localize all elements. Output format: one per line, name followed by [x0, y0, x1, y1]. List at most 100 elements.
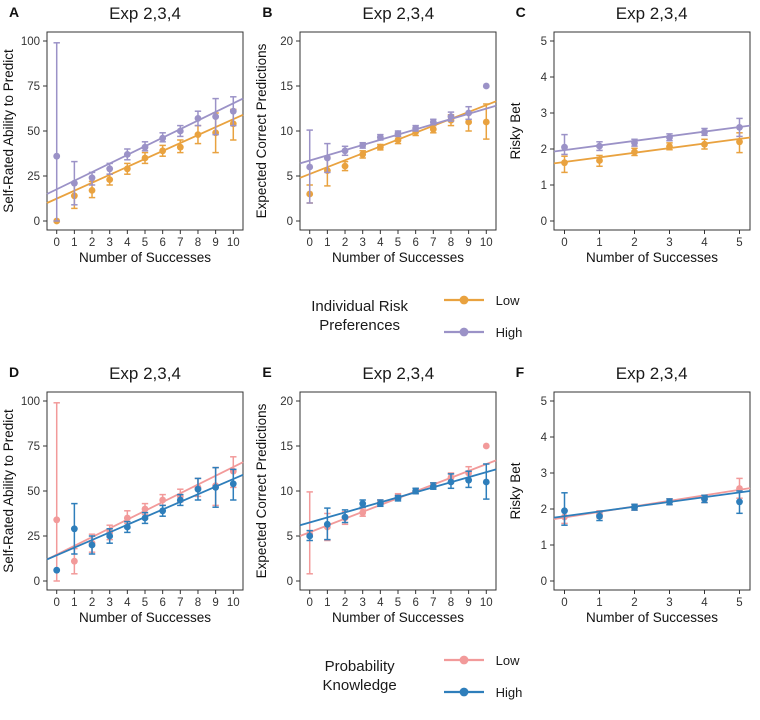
legend-title-risk: Individual Risk Preferences	[311, 297, 408, 335]
svg-text:0: 0	[307, 237, 313, 249]
svg-text:25: 25	[27, 171, 40, 183]
svg-text:2: 2	[342, 237, 348, 249]
legend-items-probability: Low High	[442, 652, 523, 700]
svg-text:15: 15	[281, 81, 294, 93]
svg-text:0: 0	[54, 237, 60, 249]
svg-text:3: 3	[540, 468, 546, 480]
svg-text:5: 5	[287, 171, 293, 183]
series-low	[553, 132, 750, 174]
svg-text:75: 75	[27, 81, 40, 93]
x-axis-label: Number of Successes	[586, 610, 718, 625]
plot-c: 0 1 2 3 4 5 0 1 2 3 4 5 Number of Successes Risky Bet	[508, 31, 751, 265]
panel-label-e: E	[262, 364, 272, 380]
svg-text:2: 2	[540, 504, 546, 516]
panel-E: E Exp 2,3,4 0 1 2 3 4 5 6 7 8 9 10 0 5 10 15 20 Number o…	[253, 360, 506, 632]
panel-A: A Exp 2,3,4 0 1 2 3 4 5 6 7 8 9 10 0 25 50 75 100 Number…	[0, 0, 253, 272]
svg-text:0: 0	[287, 216, 293, 228]
legend-item-risk-low: Low	[442, 292, 523, 308]
x-axis-label: Number of Successes	[79, 610, 211, 625]
panel-title-f: Exp 2,3,4	[615, 364, 688, 383]
series-low	[553, 477, 750, 525]
svg-text:5: 5	[540, 36, 546, 48]
svg-text:0: 0	[561, 237, 567, 249]
svg-text:8: 8	[448, 237, 454, 249]
series-high	[553, 117, 750, 156]
panel-title-c: Exp 2,3,4	[615, 4, 688, 23]
panel-D: D Exp 2,3,4 0 1 2 3 4 5 6 7 8 9 10 0 25 50 75 100 Number…	[0, 360, 253, 632]
svg-text:100: 100	[21, 36, 40, 48]
svg-text:4: 4	[377, 237, 384, 249]
y-axis-label: Risky Bet	[508, 462, 523, 519]
svg-text:9: 9	[212, 597, 218, 609]
plot-f: 0 1 2 3 4 5 0 1 2 3 4 5 Number of Successes Risky Bet	[508, 391, 751, 625]
y-axis-label: Expected Correct Predictions	[254, 403, 269, 578]
svg-text:6: 6	[413, 237, 419, 249]
svg-text:25: 25	[27, 531, 40, 543]
svg-text:20: 20	[281, 36, 294, 48]
svg-text:1: 1	[540, 180, 546, 192]
legend-label-prob-low: Low	[495, 652, 520, 668]
svg-text:9: 9	[466, 597, 472, 609]
svg-text:7: 7	[177, 237, 183, 249]
y-axis-label: Expected Correct Predictions	[254, 43, 269, 218]
svg-text:4: 4	[124, 597, 131, 609]
y-axis-label: Self-Rated Ability to Predict	[1, 409, 16, 573]
series-low	[46, 108, 244, 225]
svg-text:8: 8	[195, 597, 201, 609]
svg-text:5: 5	[142, 597, 148, 609]
legend-item-prob-low: Low	[442, 652, 523, 668]
svg-text:15: 15	[281, 441, 294, 453]
svg-text:1: 1	[540, 540, 546, 552]
svg-text:9: 9	[212, 237, 218, 249]
panel-label-d: D	[9, 364, 20, 380]
svg-text:0: 0	[540, 216, 546, 228]
svg-text:0: 0	[34, 576, 40, 588]
panel-label-f: F	[515, 364, 525, 380]
x-axis-label: Number of Successes	[332, 610, 464, 625]
panel-row-top: A Exp 2,3,4 0 1 2 3 4 5 6 7 8 9 10 0 25 50 75 100 Number…	[0, 0, 760, 272]
panel-C: C Exp 2,3,4 0 1 2 3 4 5 0 1 2 3 4 5 Number of Succes…	[507, 0, 760, 272]
legend-label-prob-high: High	[495, 684, 523, 700]
svg-text:1: 1	[71, 597, 77, 609]
legend-probability-knowledge: Probability Knowledge Low High	[28, 632, 760, 720]
svg-text:8: 8	[195, 237, 201, 249]
svg-text:4: 4	[124, 237, 131, 249]
svg-text:1: 1	[71, 237, 77, 249]
svg-text:5: 5	[540, 396, 546, 408]
legend-label-risk-high: High	[495, 324, 523, 340]
legend-items-risk: Low High	[442, 292, 523, 340]
panel-title-a: Exp 2,3,4	[109, 4, 181, 23]
svg-text:4: 4	[701, 597, 708, 609]
svg-text:3: 3	[540, 108, 546, 120]
axes: 0 1 2 3 4 5 0 1 2 3 4 5 Number of Successes Risky Bet	[508, 31, 751, 265]
svg-text:10: 10	[480, 237, 493, 249]
svg-text:1: 1	[324, 597, 330, 609]
legend-key-high-icon	[443, 327, 484, 337]
svg-text:0: 0	[561, 597, 567, 609]
svg-text:0: 0	[307, 597, 313, 609]
svg-text:7: 7	[430, 237, 436, 249]
y-axis-label: Risky Bet	[508, 102, 523, 159]
svg-text:9: 9	[466, 237, 472, 249]
panel-label-b: B	[262, 4, 273, 20]
svg-text:4: 4	[701, 237, 708, 249]
svg-text:5: 5	[395, 237, 401, 249]
svg-text:2: 2	[89, 237, 95, 249]
svg-text:4: 4	[540, 72, 547, 84]
svg-text:6: 6	[159, 237, 165, 249]
svg-text:6: 6	[413, 597, 419, 609]
svg-text:5: 5	[142, 237, 148, 249]
svg-text:3: 3	[360, 597, 366, 609]
panel-label-c: C	[515, 4, 526, 20]
legend-individual-risk: Individual Risk Preferences Low High	[28, 272, 760, 360]
y-axis-label: Self-Rated Ability to Predict	[1, 49, 16, 213]
panel-title-b: Exp 2,3,4	[362, 4, 435, 23]
legend-key-high-icon	[443, 687, 484, 697]
panel-title-e: Exp 2,3,4	[362, 364, 435, 383]
